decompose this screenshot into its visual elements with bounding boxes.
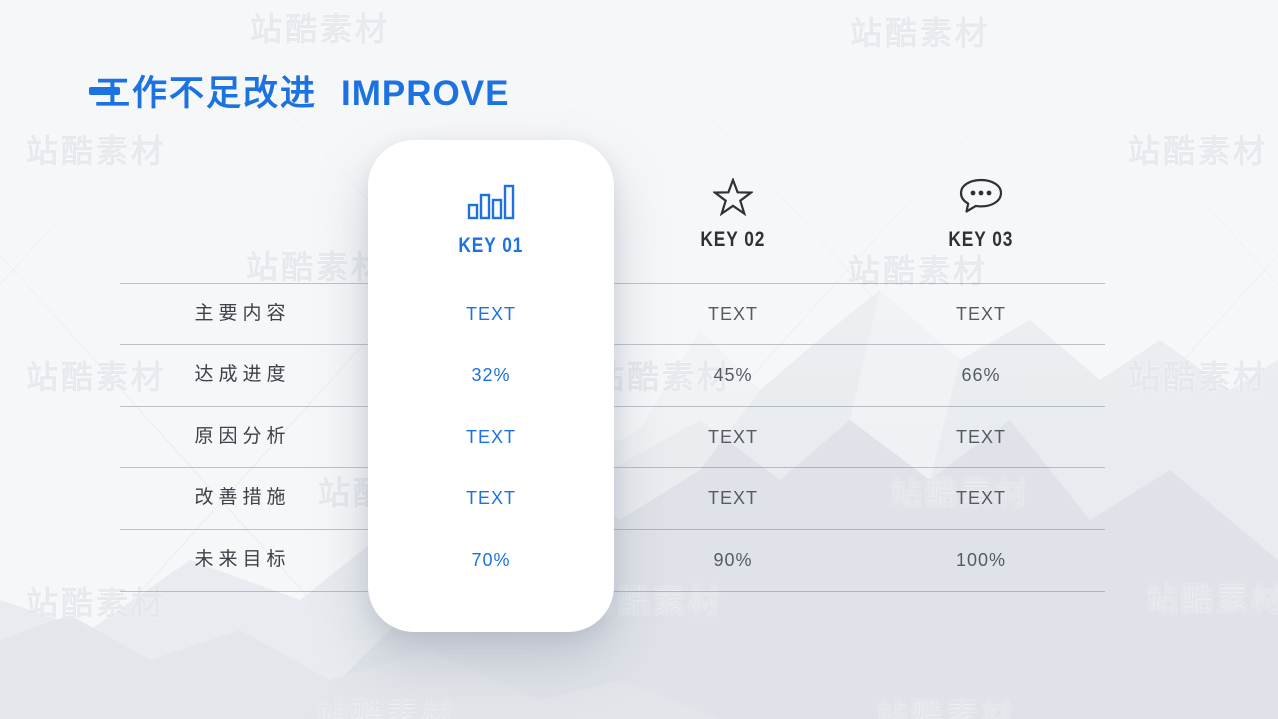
table-cell: TEXT xyxy=(955,304,1006,324)
column-key02-label: KEY 02 xyxy=(700,227,766,251)
table-cell: TEXT xyxy=(707,304,758,324)
table-cell: 100% xyxy=(955,550,1007,570)
watermark-text: 站酷素材 xyxy=(1128,359,1269,395)
column-key03-label: KEY 03 xyxy=(948,227,1014,251)
table-cell: 45% xyxy=(713,365,753,385)
column-key02: KEY 02 TEXT 45% TEXT TEXT 90% xyxy=(633,0,833,719)
table-cell: TEXT xyxy=(465,488,516,508)
speech-bubble-icon xyxy=(959,178,1003,218)
table-cell: 66% xyxy=(961,365,1001,385)
title-underline-accent xyxy=(89,87,120,95)
watermark-text: 站酷素材 xyxy=(1128,133,1269,169)
column-key01-header xyxy=(368,184,614,225)
table-cell: TEXT xyxy=(707,488,758,508)
page-title-en: IMPROVE xyxy=(341,74,510,114)
row-label: 未来目标 xyxy=(194,549,291,570)
table-cell: TEXT xyxy=(955,488,1006,508)
row-label: 原因分析 xyxy=(194,426,291,447)
row-label: 主要内容 xyxy=(194,303,291,324)
table-cell: 90% xyxy=(713,550,753,570)
key01-highlight-card: KEY 01 TEXT 32% TEXT TEXT 70% xyxy=(368,140,614,632)
table-cell: 70% xyxy=(471,550,511,570)
watermark-text: 站酷素材 xyxy=(1146,581,1278,617)
table-cell: TEXT xyxy=(955,427,1006,447)
page-title: 工作不足改进 IMPROVE xyxy=(95,65,509,116)
row-label: 达成进度 xyxy=(194,364,291,385)
table-cell: TEXT xyxy=(707,427,758,447)
star-icon xyxy=(711,176,755,218)
column-key03-header xyxy=(881,178,1081,219)
row-label: 改善措施 xyxy=(194,487,291,508)
page-title-cn: 工作不足改进 xyxy=(95,74,318,114)
column-key01-label: KEY 01 xyxy=(458,233,524,257)
table-cell: TEXT xyxy=(465,427,516,447)
table-cell: TEXT xyxy=(465,304,516,324)
table-cell: 32% xyxy=(471,365,511,385)
column-key02-header xyxy=(633,176,833,221)
bar-chart-icon xyxy=(467,184,515,224)
column-key03: KEY 03 TEXT 66% TEXT TEXT 100% xyxy=(881,0,1081,719)
